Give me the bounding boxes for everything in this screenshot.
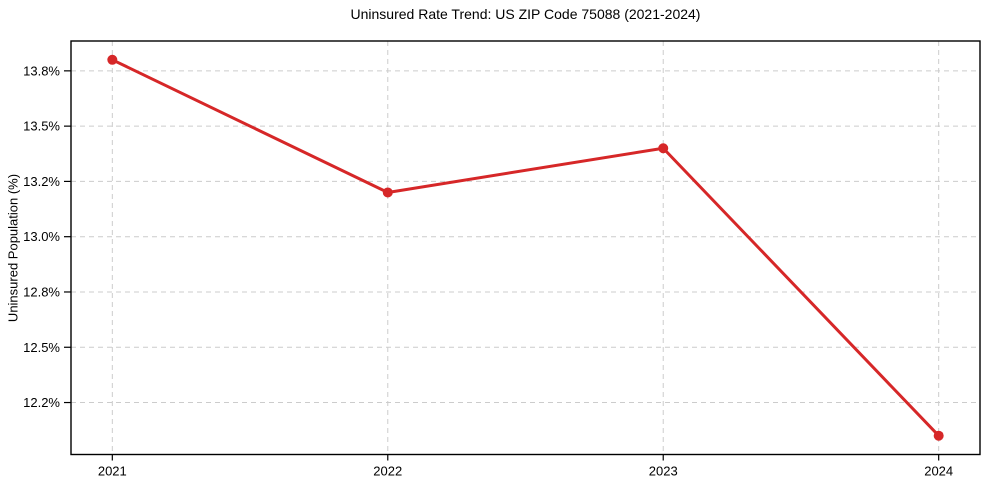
chart-title: Uninsured Rate Trend: US ZIP Code 75088 … — [350, 6, 701, 22]
x-tick-label: 2022 — [373, 464, 402, 479]
y-tick-label: 13.2% — [23, 174, 60, 189]
x-tick-label: 2024 — [924, 464, 953, 479]
y-tick-label: 13.8% — [23, 63, 60, 78]
plot-border — [70, 40, 981, 456]
y-tick-label: 12.8% — [23, 284, 60, 299]
y-tick-label: 13.5% — [23, 119, 60, 134]
trend-line — [110, 58, 941, 438]
y-tick-label: 13.0% — [23, 229, 60, 244]
data-point-2021 — [107, 54, 118, 65]
y-axis-label: Uninsured Population (%) — [5, 173, 21, 323]
x-tick-label: 2021 — [98, 464, 127, 479]
data-point-2022 — [382, 187, 393, 198]
data-point-2023 — [658, 143, 669, 154]
data-point-2024 — [933, 430, 944, 441]
y-tick-label: 12.5% — [23, 340, 60, 355]
x-tick-label: 2023 — [649, 464, 678, 479]
y-tick-label: 12.2% — [23, 395, 60, 410]
